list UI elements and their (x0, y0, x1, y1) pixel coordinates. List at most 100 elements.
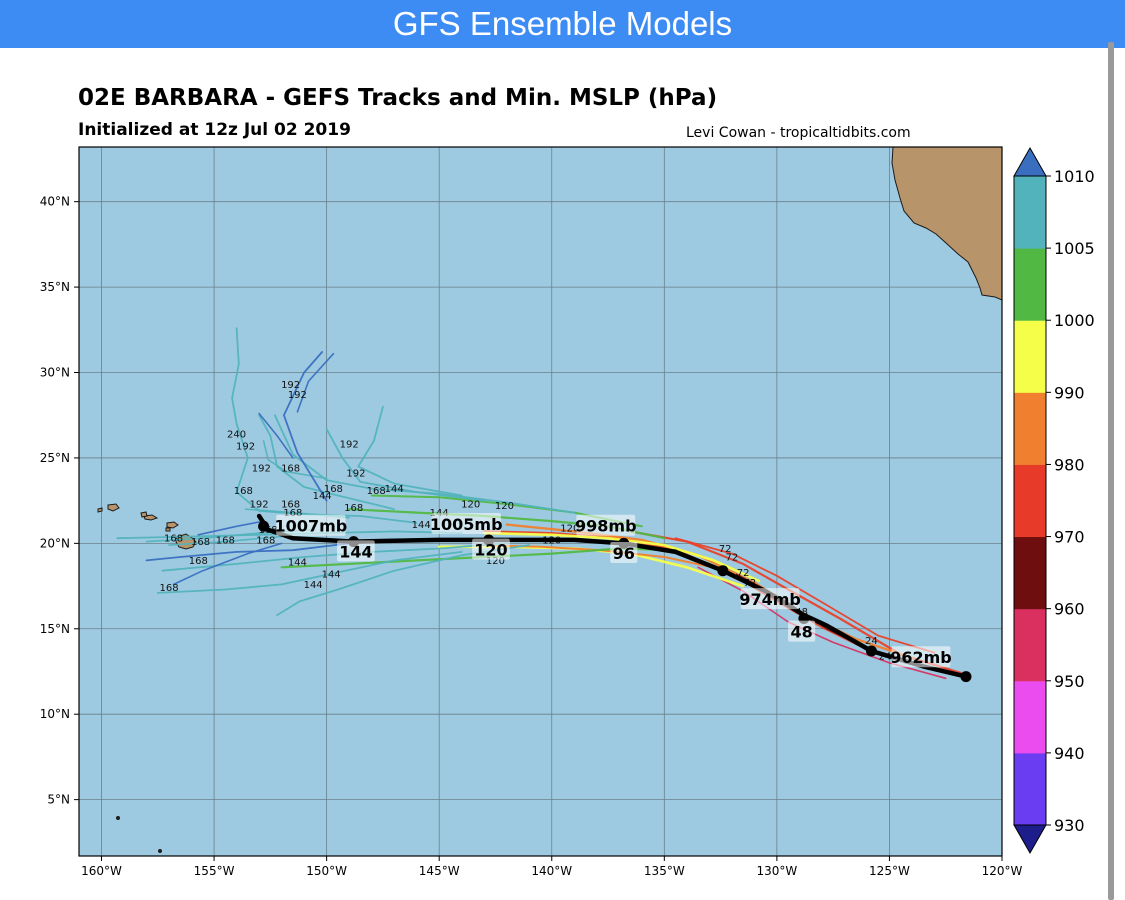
colorbar-segment (1014, 248, 1046, 321)
hour-label-small: 168 (281, 464, 300, 475)
mean-track-point (960, 671, 972, 683)
lat-tick-label: 20°N (40, 536, 70, 550)
hour-label-small: 144 (385, 484, 404, 495)
pressure-label-bg (891, 646, 951, 668)
colorbar-tick-label: 940 (1054, 744, 1085, 763)
map-frame (78, 146, 1003, 857)
colorbar-frame (1013, 175, 1047, 826)
axes: 160°W 155°W 150°W 145°W 140°W 135°W 130°W 125°W… (40, 195, 1023, 878)
hour-label-small: 144 (304, 580, 323, 591)
page-banner: GFS Ensemble Models (0, 0, 1125, 48)
hour-label-small: 72 (719, 544, 732, 555)
colorbar-tick-label: 1010 (1054, 167, 1095, 186)
hour-label-small: 144 (412, 520, 431, 531)
mean-track-line (256, 513, 969, 679)
lon-tick-label: 160°W (81, 864, 122, 878)
forecast-hour-label: 96 (613, 544, 635, 563)
hour-label-small: 120 (461, 499, 480, 510)
ensemble-member-track (283, 351, 328, 502)
hour-label-small: 192 (281, 380, 300, 391)
graticule (79, 147, 1002, 856)
hour-label-small: 168 (256, 535, 275, 546)
lon-tick-label: 125°W (869, 864, 910, 878)
pressure-label-group: 962mb (890, 646, 952, 668)
ensemble-member-track (258, 414, 396, 511)
pressure-label-bg (431, 512, 501, 534)
colorbar-segment (1014, 536, 1046, 610)
hour-label-small: 168 (281, 499, 300, 510)
ensemble-member-track (156, 551, 463, 594)
hawaii-island-lanai (165, 527, 171, 532)
hour-label-small: 144 (313, 491, 332, 502)
hour-label-small: 168 (189, 556, 208, 567)
figure-title: 02E BARBARA - GEFS Tracks and Min. MSLP … (78, 85, 718, 111)
ensemble-member-track (197, 520, 265, 536)
hour-label-small: 240 (227, 429, 246, 440)
pressure-label-group: 998mb (575, 514, 637, 536)
north-america-land (891, 147, 1002, 301)
map-figure: 02E BARBARA - GEFS Tracks and Min. MSLP … (0, 48, 1106, 900)
forecast-hour-label-bg (788, 620, 816, 642)
colorbar-tick-label: 990 (1054, 383, 1085, 402)
hour-label-small: 168 (160, 583, 179, 594)
islet-2 (158, 849, 162, 853)
pressure-label: 1007mb (275, 517, 348, 536)
pressure-label-group: 974mb (739, 588, 801, 610)
hour-label-small: 144 (322, 570, 341, 581)
lon-tick-label: 145°W (419, 864, 460, 878)
hour-label-small: 168 (344, 503, 363, 514)
forecast-hour-label-bg (337, 540, 375, 562)
lon-tick-label: 155°W (194, 864, 235, 878)
colorbar: 930 940 950 960 970 980 990 1000 1005 1010 (1013, 146, 1095, 855)
pressure-label-bg (576, 514, 636, 536)
land-layer (97, 147, 1002, 853)
ensemble-member-track (296, 352, 335, 413)
pressure-label-group: 1005mb (430, 512, 503, 534)
islet-1 (116, 816, 120, 820)
colorbar-extend-min (1013, 824, 1047, 855)
pressure-label: 998mb (575, 517, 637, 536)
hour-label-small: 192 (252, 464, 271, 475)
hawaii-island-kauai (107, 503, 120, 512)
ensemble-member-track (274, 414, 576, 514)
forecast-hour-label-group: 144 (337, 540, 375, 562)
ensemble-member-track (262, 440, 328, 480)
lat-tick-label: 5°N (47, 793, 70, 807)
pressure-label: 974mb (739, 590, 801, 609)
hour-label-small: 192 (346, 469, 365, 480)
hour-label-small: 168 (283, 508, 302, 519)
hour-label-small: 168 (367, 486, 386, 497)
hour-label-small: 192 (288, 390, 307, 401)
lon-tick-label: 130°W (756, 864, 797, 878)
forecast-hour-label-group: 48 (788, 620, 816, 642)
colorbar-tick-label: 980 (1054, 455, 1085, 474)
banner-title: GFS Ensemble Models (392, 5, 733, 42)
hour-label-small: 168 (216, 535, 235, 546)
colorbar-tick-label: 1000 (1054, 311, 1095, 330)
hour-label-small: 120 (486, 556, 505, 567)
lat-tick-label: 35°N (40, 280, 70, 294)
colorbar-tick-label: 1005 (1054, 239, 1095, 258)
scrollbar[interactable] (1108, 42, 1114, 900)
lat-tick-label: 30°N (40, 366, 70, 380)
colorbar-segment (1014, 608, 1046, 682)
lat-tick-label: 15°N (40, 622, 70, 636)
forecast-hour-label-group: 120 (472, 538, 510, 560)
hour-label-small: 72 (725, 552, 738, 563)
pressure-label-group: 1007mb (275, 514, 348, 536)
figure-credit: Levi Cowan - tropicaltidbits.com (686, 125, 911, 141)
hour-label-small: 168 (324, 484, 343, 495)
ensemble-member-track (168, 535, 283, 546)
mean-track-point (258, 520, 270, 532)
colorbar-tick-label: 970 (1054, 528, 1085, 547)
hour-label-small: 120 (560, 523, 579, 534)
colorbar-segment (1014, 320, 1046, 393)
ensemble-member-track (357, 405, 463, 497)
hour-label-small: 72 (737, 568, 750, 579)
pressure-label: 1005mb (430, 515, 503, 534)
lon-tick-label: 140°W (531, 864, 572, 878)
hour-label-small: 168 (164, 534, 183, 545)
hour-label-small: 24 (865, 636, 878, 647)
figure-subtitle: Initialized at 12z Jul 02 2019 (78, 120, 351, 140)
ensemble-member-track (145, 542, 350, 562)
